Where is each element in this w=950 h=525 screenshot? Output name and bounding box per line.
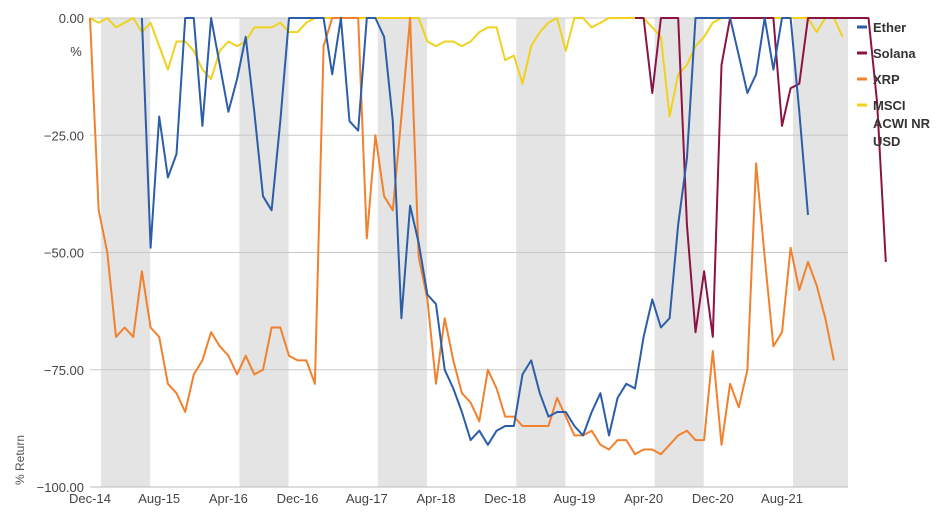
- x-tick-label: Apr-20: [624, 491, 663, 506]
- x-tick-label: Apr-16: [209, 491, 248, 506]
- legend-item: Solana: [857, 46, 916, 61]
- x-tick-label: Aug-19: [553, 491, 595, 506]
- x-tick-label: Aug-17: [346, 491, 388, 506]
- y-tick-label: −25.00: [44, 128, 84, 143]
- y-axis-title: % Return: [13, 435, 27, 485]
- x-tick-label: Dec-14: [69, 491, 111, 506]
- series-line-solana: [635, 17, 887, 338]
- legend-item: Ether: [857, 20, 906, 35]
- y-tick-label: −100.00: [37, 480, 84, 495]
- legend-item: MSCI ACWI NR USD: [857, 98, 931, 149]
- x-tick-label: Dec-16: [277, 491, 319, 506]
- y-tick-label: 0.00: [59, 11, 84, 26]
- legend-item: XRP: [857, 72, 900, 87]
- x-tick-label: Dec-20: [692, 491, 734, 506]
- y-tick-label: −50.00: [44, 246, 84, 261]
- legend-label: Ether: [873, 20, 906, 35]
- x-tick-label: Aug-15: [138, 491, 180, 506]
- legend-label: MSCI ACWI NR USD: [873, 98, 931, 149]
- legend-label: XRP: [873, 72, 900, 87]
- gridlines: [90, 17, 848, 488]
- y-axis-ticks: 0.00 −25.00 −50.00 −75.00 −100.00: [37, 11, 84, 495]
- x-tick-label: Apr-18: [416, 491, 455, 506]
- series-lines: [89, 17, 887, 456]
- x-tick-label: Dec-18: [484, 491, 526, 506]
- series-line-xrp: [89, 17, 835, 456]
- series-line-msci-acwi-nr-usd: [89, 17, 844, 118]
- y-unit-label: %: [70, 44, 82, 59]
- x-axis-ticks: Dec-14 Aug-15 Apr-16 Dec-16 Aug-17 Apr-18 Dec-…: [69, 491, 803, 506]
- series-line-ether: [140, 17, 809, 446]
- y-tick-label: −75.00: [44, 363, 84, 378]
- legend: Ether Solana XRP MSCI ACWI NR USD: [857, 20, 931, 149]
- x-tick-label: Aug-21: [761, 491, 803, 506]
- legend-label: Solana: [873, 46, 916, 61]
